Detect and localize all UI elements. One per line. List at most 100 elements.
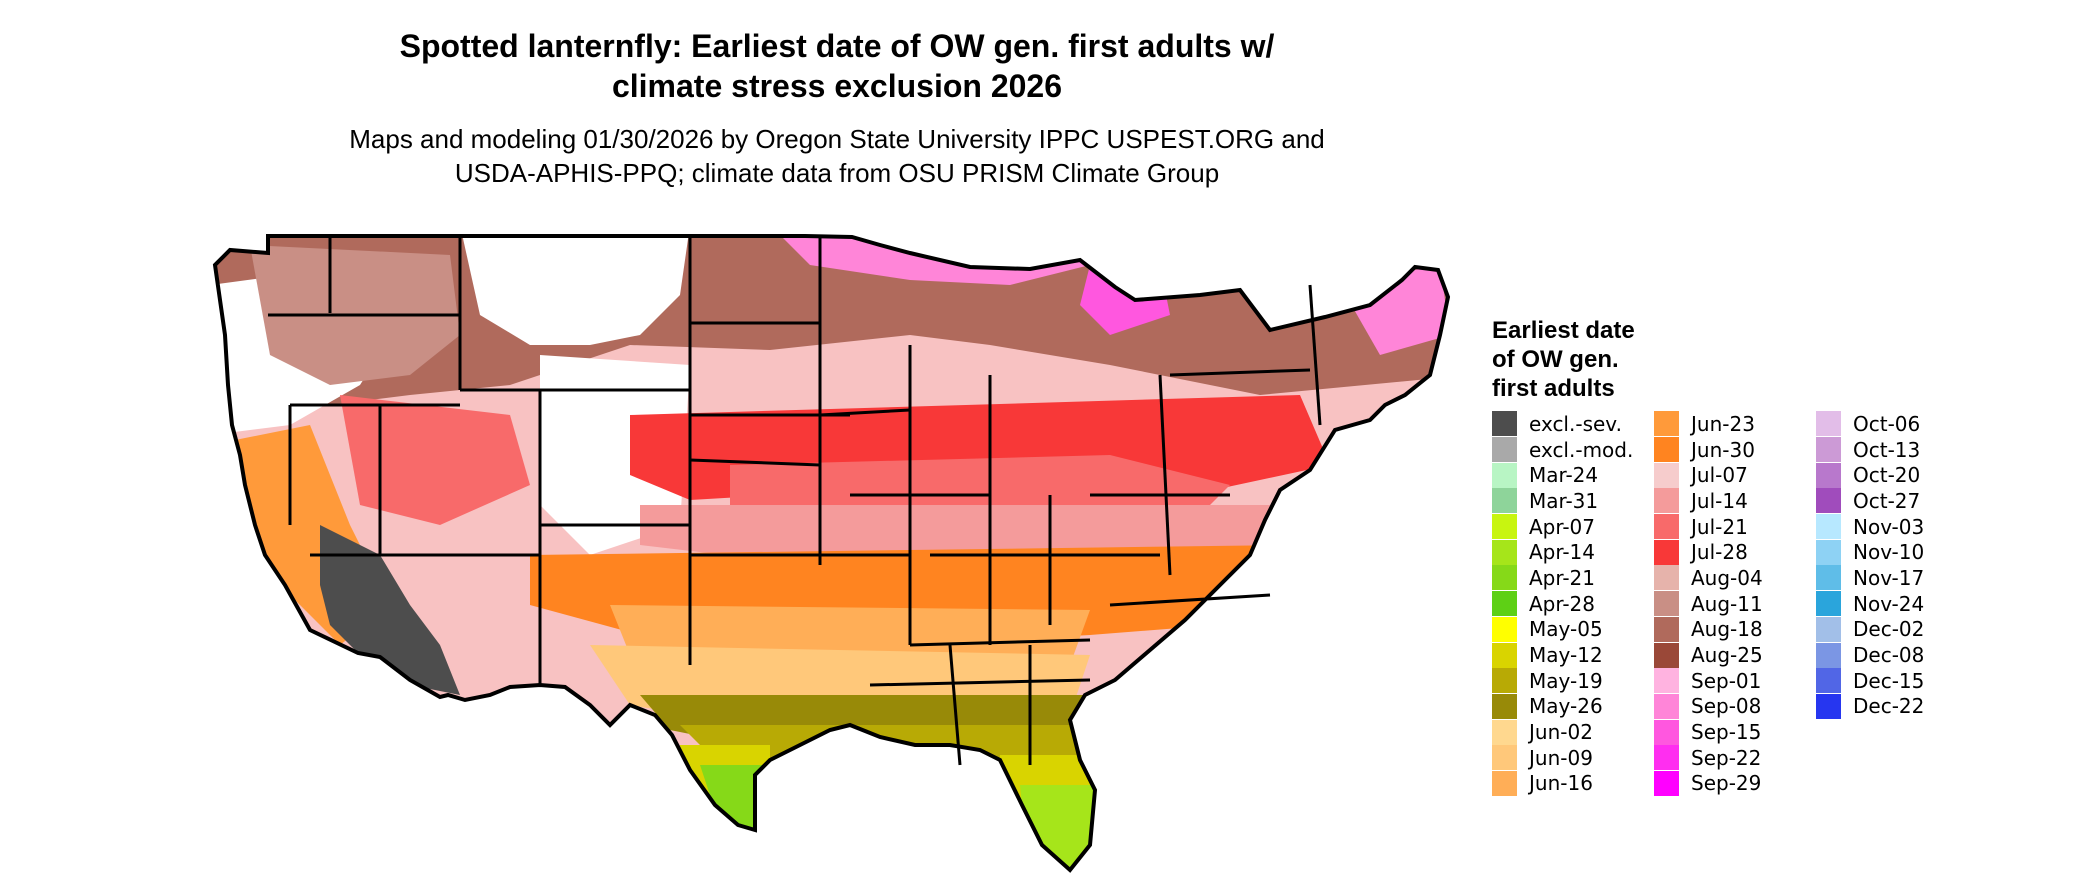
legend-label: May-12: [1529, 643, 1603, 668]
legend-item: Oct-06: [1816, 411, 1978, 437]
legend-title-line-2: of OW gen.: [1492, 346, 1619, 373]
legend-column: excl.-sev. excl.-mod. Mar-24 Mar-31 Apr-07 Ap…: [1492, 411, 1654, 796]
legend-item: Nov-24: [1816, 591, 1978, 617]
legend-item: Dec-22: [1816, 693, 1978, 720]
legend-swatch: [1492, 770, 1517, 796]
legend-swatch: [1654, 514, 1679, 540]
legend-column: Oct-06 Oct-13 Oct-20 Oct-27 Nov-03 Nov-10 Nov-…: [1816, 411, 1978, 796]
legend-item: Jul-21: [1654, 514, 1816, 540]
legend-item: Jul-14: [1654, 488, 1816, 514]
us-map-svg: [213, 234, 1450, 872]
legend-swatch: [1654, 437, 1679, 463]
legend-label: Aug-11: [1691, 591, 1763, 616]
legend-swatch: [1654, 745, 1679, 771]
legend-item: Oct-20: [1816, 462, 1978, 488]
legend-label: Oct-06: [1853, 411, 1921, 436]
legend-label: Sep-01: [1691, 668, 1762, 693]
legend-label: Nov-24: [1853, 591, 1925, 616]
legend-item: Dec-02: [1816, 616, 1978, 643]
legend-item: May-26: [1492, 693, 1654, 720]
legend-label: Dec-02: [1853, 617, 1925, 642]
legend-swatch: [1492, 719, 1517, 745]
legend-label: Sep-29: [1691, 771, 1762, 796]
legend-item: Oct-13: [1816, 437, 1978, 463]
legend-label: Jul-07: [1691, 463, 1748, 488]
legend-item: Apr-21: [1492, 565, 1654, 591]
legend-label: Oct-13: [1853, 437, 1921, 462]
legend-swatch: [1492, 642, 1517, 668]
legend-swatch: [1654, 462, 1679, 488]
legend-swatch: [1816, 565, 1841, 591]
legend-label: Oct-27: [1853, 488, 1921, 513]
legend-swatch: [1816, 411, 1841, 437]
legend-item: Jun-02: [1492, 719, 1654, 745]
legend-swatch: [1816, 488, 1841, 514]
legend-swatch: [1816, 591, 1841, 617]
legend-label: Aug-18: [1691, 617, 1763, 642]
legend-swatch: [1654, 719, 1679, 745]
legend-item: Aug-11: [1654, 591, 1816, 617]
legend: Earliest date of OW gen. first adults ex…: [1492, 316, 1978, 796]
legend-item: Dec-08: [1816, 642, 1978, 668]
legend-item: Sep-22: [1654, 745, 1816, 771]
legend-title: Earliest date of OW gen. first adults: [1492, 316, 1692, 403]
title-line-1: Spotted lanternfly: Earliest date of OW …: [399, 28, 1275, 64]
legend-swatch: [1654, 488, 1679, 514]
legend-label: Nov-10: [1853, 540, 1925, 565]
legend-swatch: [1492, 565, 1517, 591]
legend-item: May-19: [1492, 668, 1654, 694]
legend-item: excl.-sev.: [1492, 411, 1654, 437]
legend-label: Mar-24: [1529, 463, 1599, 488]
legend-swatch: [1492, 539, 1517, 565]
legend-item: Jun-16: [1492, 770, 1654, 797]
legend-label: Oct-20: [1853, 463, 1921, 488]
legend-label: Jul-28: [1691, 540, 1748, 565]
legend-item: May-05: [1492, 616, 1654, 643]
legend-swatch: [1816, 616, 1841, 642]
legend-swatch: [1492, 616, 1517, 642]
legend-swatch: [1816, 539, 1841, 565]
map-subtitle: Maps and modeling 01/30/2026 by Oregon S…: [0, 122, 1674, 190]
legend-item: Jun-30: [1654, 437, 1816, 463]
legend-item: Nov-10: [1816, 539, 1978, 565]
legend-swatch: [1654, 591, 1679, 617]
legend-item: Apr-07: [1492, 514, 1654, 540]
legend-item: Sep-08: [1654, 693, 1816, 720]
legend-label: Aug-04: [1691, 565, 1763, 590]
legend-swatch: [1492, 437, 1517, 463]
legend-item: Nov-17: [1816, 565, 1978, 591]
legend-swatch: [1492, 462, 1517, 488]
legend-swatch: [1654, 616, 1679, 642]
map-title: Spotted lanternfly: Earliest date of OW …: [0, 26, 1674, 106]
legend-item: Apr-14: [1492, 539, 1654, 565]
legend-label: May-19: [1529, 668, 1603, 693]
legend-swatch: [1816, 437, 1841, 463]
legend-label: Dec-15: [1853, 668, 1925, 693]
subtitle-line-2: USDA-APHIS-PPQ; climate data from OSU PR…: [454, 158, 1220, 188]
legend-label: Jun-30: [1691, 437, 1755, 462]
legend-item: Apr-28: [1492, 591, 1654, 617]
legend-label: excl.-mod.: [1529, 437, 1634, 462]
legend-swatch: [1816, 462, 1841, 488]
legend-item: Aug-04: [1654, 565, 1816, 591]
legend-item: Mar-24: [1492, 462, 1654, 488]
legend-title-line-1: Earliest date: [1492, 317, 1635, 344]
legend-swatch: [1654, 539, 1679, 565]
legend-swatch: [1492, 693, 1517, 719]
legend-label: Apr-28: [1529, 591, 1595, 616]
legend-label: Sep-15: [1691, 720, 1762, 745]
legend-swatch: [1816, 642, 1841, 668]
legend-item: Jun-23: [1654, 411, 1816, 437]
legend-item: Nov-03: [1816, 514, 1978, 540]
legend-item: Aug-18: [1654, 616, 1816, 643]
legend-label: Apr-21: [1529, 565, 1595, 590]
legend-label: Apr-07: [1529, 514, 1595, 539]
us-map: [210, 225, 1470, 890]
legend-label: May-26: [1529, 694, 1603, 719]
title-line-2: climate stress exclusion 2026: [611, 68, 1063, 104]
legend-item: Dec-15: [1816, 668, 1978, 694]
legend-swatch: [1492, 591, 1517, 617]
legend-item: Mar-31: [1492, 488, 1654, 514]
legend-label: Aug-25: [1691, 643, 1763, 668]
legend-swatch: [1654, 668, 1679, 694]
